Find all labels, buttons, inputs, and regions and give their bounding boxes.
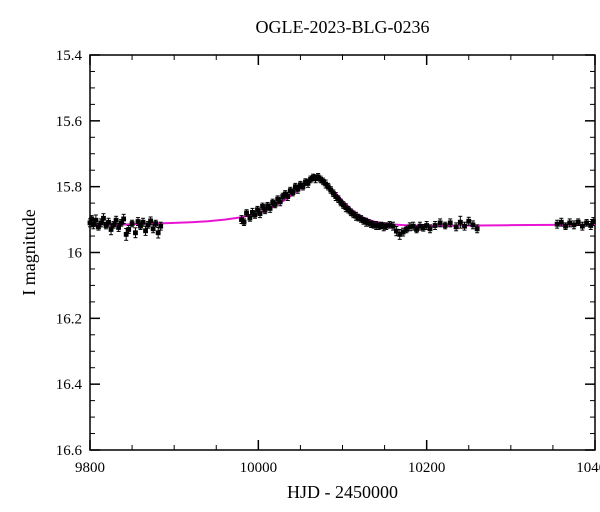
svg-text:16.2: 16.2 (56, 311, 82, 327)
chart-svg: OGLE-2023-BLG-0236 9800 10000 10200 10400 15.… (0, 0, 600, 512)
svg-text:15.8: 15.8 (56, 180, 82, 196)
svg-text:9800: 9800 (75, 460, 105, 476)
svg-text:10000: 10000 (240, 460, 278, 476)
lightcurve-chart: OGLE-2023-BLG-0236 9800 10000 10200 10400 15.… (0, 0, 600, 512)
y-axis-label: I magnitude (19, 209, 39, 295)
svg-text:16.4: 16.4 (56, 377, 83, 393)
svg-text:16: 16 (67, 246, 83, 262)
svg-text:15.6: 15.6 (56, 114, 83, 130)
x-axis-label: HJD - 2450000 (287, 482, 398, 502)
svg-text:10200: 10200 (408, 460, 446, 476)
svg-text:10400: 10400 (576, 460, 600, 476)
svg-text:15.4: 15.4 (56, 48, 83, 64)
svg-text:16.6: 16.6 (56, 443, 83, 459)
chart-title: OGLE-2023-BLG-0236 (256, 17, 430, 37)
